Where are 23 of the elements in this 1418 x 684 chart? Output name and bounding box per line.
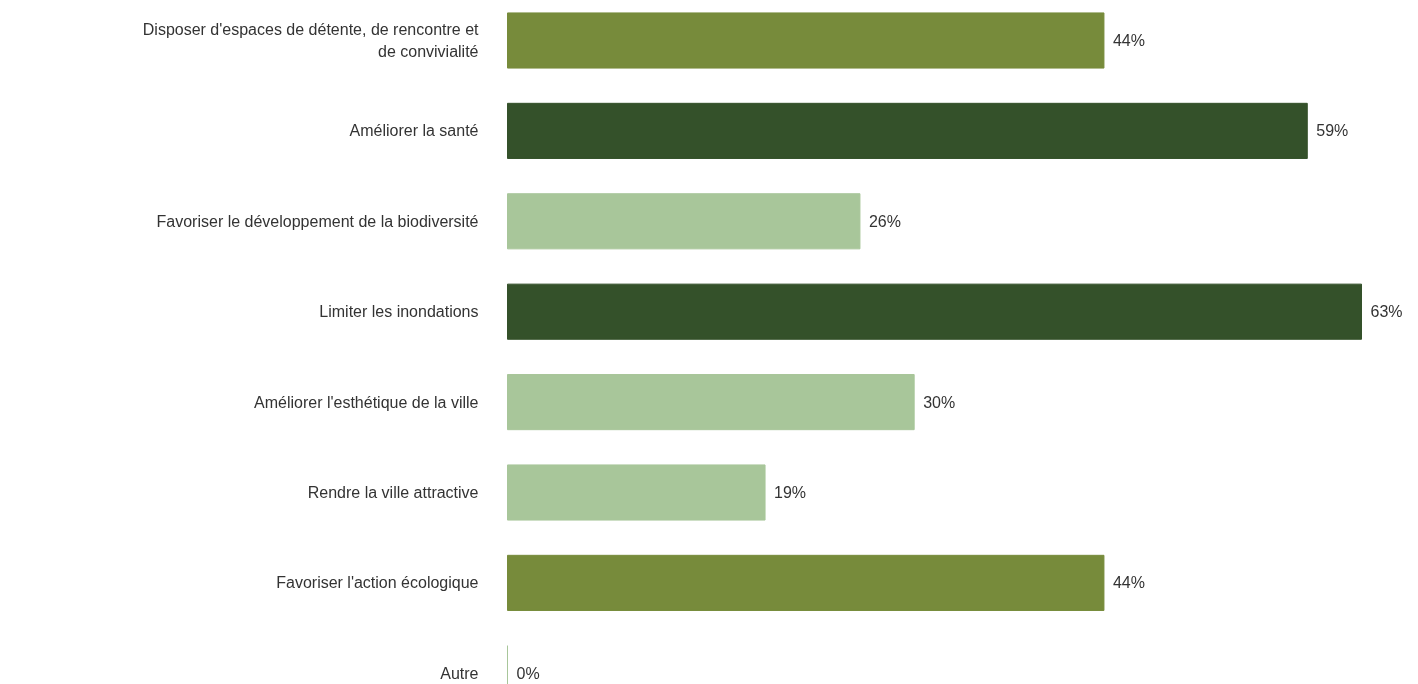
y-tick-label: Favoriser le développement de la biodiversité xyxy=(156,212,479,230)
data-label: 44% xyxy=(1112,574,1145,592)
y-tick-label: Limiter les inondations xyxy=(319,303,479,321)
y-tick-label: Favoriser l'action écologique xyxy=(276,574,479,592)
data-label: 0% xyxy=(516,664,540,682)
bar xyxy=(507,193,861,250)
data-label: 26% xyxy=(868,212,901,230)
bar xyxy=(507,554,1105,611)
data-label: 19% xyxy=(774,484,807,501)
y-tick-label: Disposer d'espaces de détente, de rencontre et de convivialité xyxy=(142,20,480,61)
bar xyxy=(507,374,915,431)
y-tick-label: Améliorer l'esthétique de la ville xyxy=(254,393,479,411)
bar xyxy=(507,464,766,521)
data-label: 44% xyxy=(1112,32,1145,49)
y-tick-label: Autre xyxy=(440,664,479,682)
data-label: 63% xyxy=(1370,303,1403,321)
bar xyxy=(507,102,1308,159)
y-tick-label: Améliorer la santé xyxy=(349,122,479,140)
bar xyxy=(507,283,1362,340)
data-label: 59% xyxy=(1316,122,1349,140)
data-label: 30% xyxy=(923,393,956,411)
bar xyxy=(507,12,1105,69)
y-tick-label: Rendre la ville attractive xyxy=(307,484,479,501)
